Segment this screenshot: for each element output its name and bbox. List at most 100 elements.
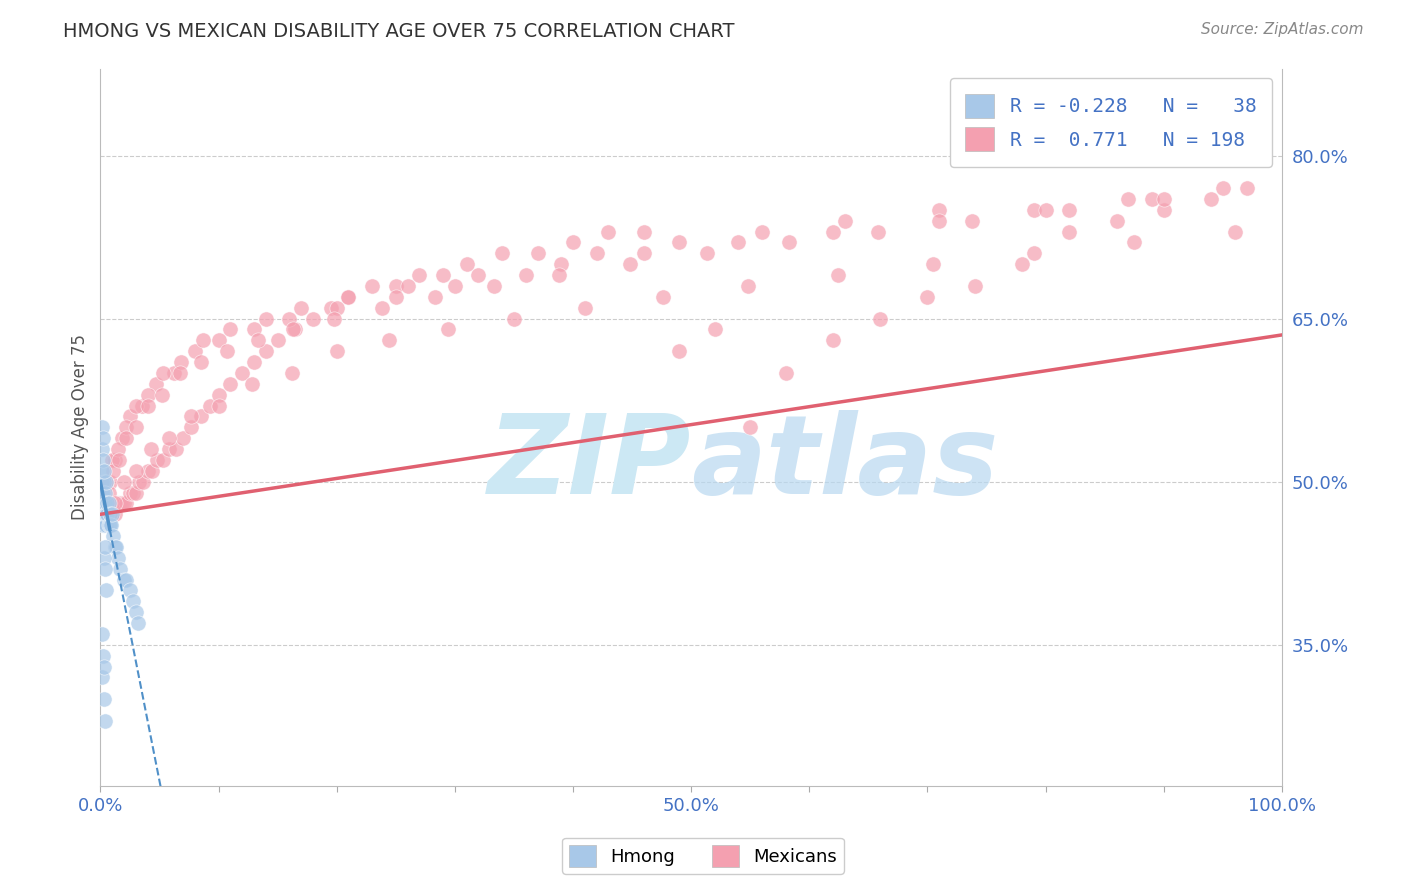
Point (97, 518, 120, 533)
Point (423, 290, 446, 304)
Point (90, 442, 112, 456)
Point (219, 376, 242, 391)
Point (104, 540, 127, 554)
Point (98, 475, 121, 489)
Point (1199, 192, 1222, 206)
Point (834, 213, 856, 227)
Point (866, 225, 889, 239)
Point (1105, 213, 1128, 227)
Point (515, 268, 537, 282)
Point (325, 301, 347, 315)
Point (125, 605, 148, 619)
Point (125, 485, 148, 500)
Point (281, 366, 304, 380)
Point (111, 431, 134, 445)
Point (384, 290, 406, 304)
Point (118, 409, 141, 424)
Point (633, 246, 655, 260)
Point (91, 453, 114, 467)
Point (384, 279, 406, 293)
Point (90, 627, 112, 641)
Point (1236, 181, 1258, 195)
Point (962, 213, 984, 227)
Point (503, 311, 526, 326)
Point (869, 311, 891, 326)
Point (408, 268, 430, 282)
Point (1059, 202, 1081, 217)
Point (1059, 225, 1081, 239)
Point (91, 485, 114, 500)
Point (668, 344, 690, 359)
Point (240, 376, 263, 391)
Point (157, 442, 180, 456)
Point (574, 301, 596, 315)
Point (96, 508, 118, 522)
Point (100, 508, 122, 522)
Point (207, 388, 229, 402)
Point (90, 670, 112, 684)
Text: HMONG VS MEXICAN DISABILITY AGE OVER 75 CORRELATION CHART: HMONG VS MEXICAN DISABILITY AGE OVER 75 … (63, 22, 735, 41)
Point (136, 399, 159, 413)
Point (96, 496, 118, 510)
Point (103, 496, 125, 510)
Point (90, 485, 112, 500)
Point (94, 508, 117, 522)
Point (207, 334, 229, 348)
Point (91, 648, 114, 663)
Point (526, 246, 548, 260)
Point (361, 279, 384, 293)
Point (90, 420, 112, 434)
Legend: Hmong, Mexicans: Hmong, Mexicans (562, 838, 844, 874)
Point (1118, 192, 1140, 206)
Point (157, 431, 180, 445)
Point (96, 496, 118, 510)
Point (1140, 192, 1163, 206)
Point (90, 508, 112, 522)
Point (101, 453, 124, 467)
Point (128, 475, 150, 489)
Point (96, 475, 118, 489)
Point (107, 550, 129, 565)
Point (94, 540, 117, 554)
Point (136, 464, 159, 478)
Point (94, 496, 117, 510)
Point (370, 301, 392, 315)
Point (101, 508, 124, 522)
Point (91, 431, 114, 445)
Point (651, 290, 673, 304)
Point (562, 235, 585, 250)
Point (290, 301, 312, 315)
Point (93, 550, 115, 565)
Point (550, 257, 572, 271)
Point (93, 692, 115, 706)
Point (696, 246, 718, 260)
Point (377, 334, 399, 348)
Point (963, 279, 986, 293)
Point (1212, 181, 1234, 195)
Point (146, 453, 169, 467)
Point (190, 409, 212, 424)
Point (215, 344, 238, 359)
Point (1223, 225, 1246, 239)
Point (169, 366, 191, 380)
Point (170, 355, 193, 369)
Point (278, 311, 301, 326)
Point (98, 508, 121, 522)
Point (108, 453, 131, 467)
Point (90, 475, 112, 489)
Point (93, 518, 115, 533)
Point (115, 496, 138, 510)
Point (115, 431, 138, 445)
Point (243, 322, 266, 336)
Point (136, 388, 159, 402)
Point (284, 322, 307, 336)
Point (96, 508, 118, 522)
Point (101, 508, 124, 522)
Point (90, 496, 112, 510)
Point (112, 475, 135, 489)
Point (1153, 192, 1175, 206)
Point (482, 279, 505, 293)
Point (775, 366, 797, 380)
Point (165, 442, 187, 456)
Point (90, 464, 112, 478)
